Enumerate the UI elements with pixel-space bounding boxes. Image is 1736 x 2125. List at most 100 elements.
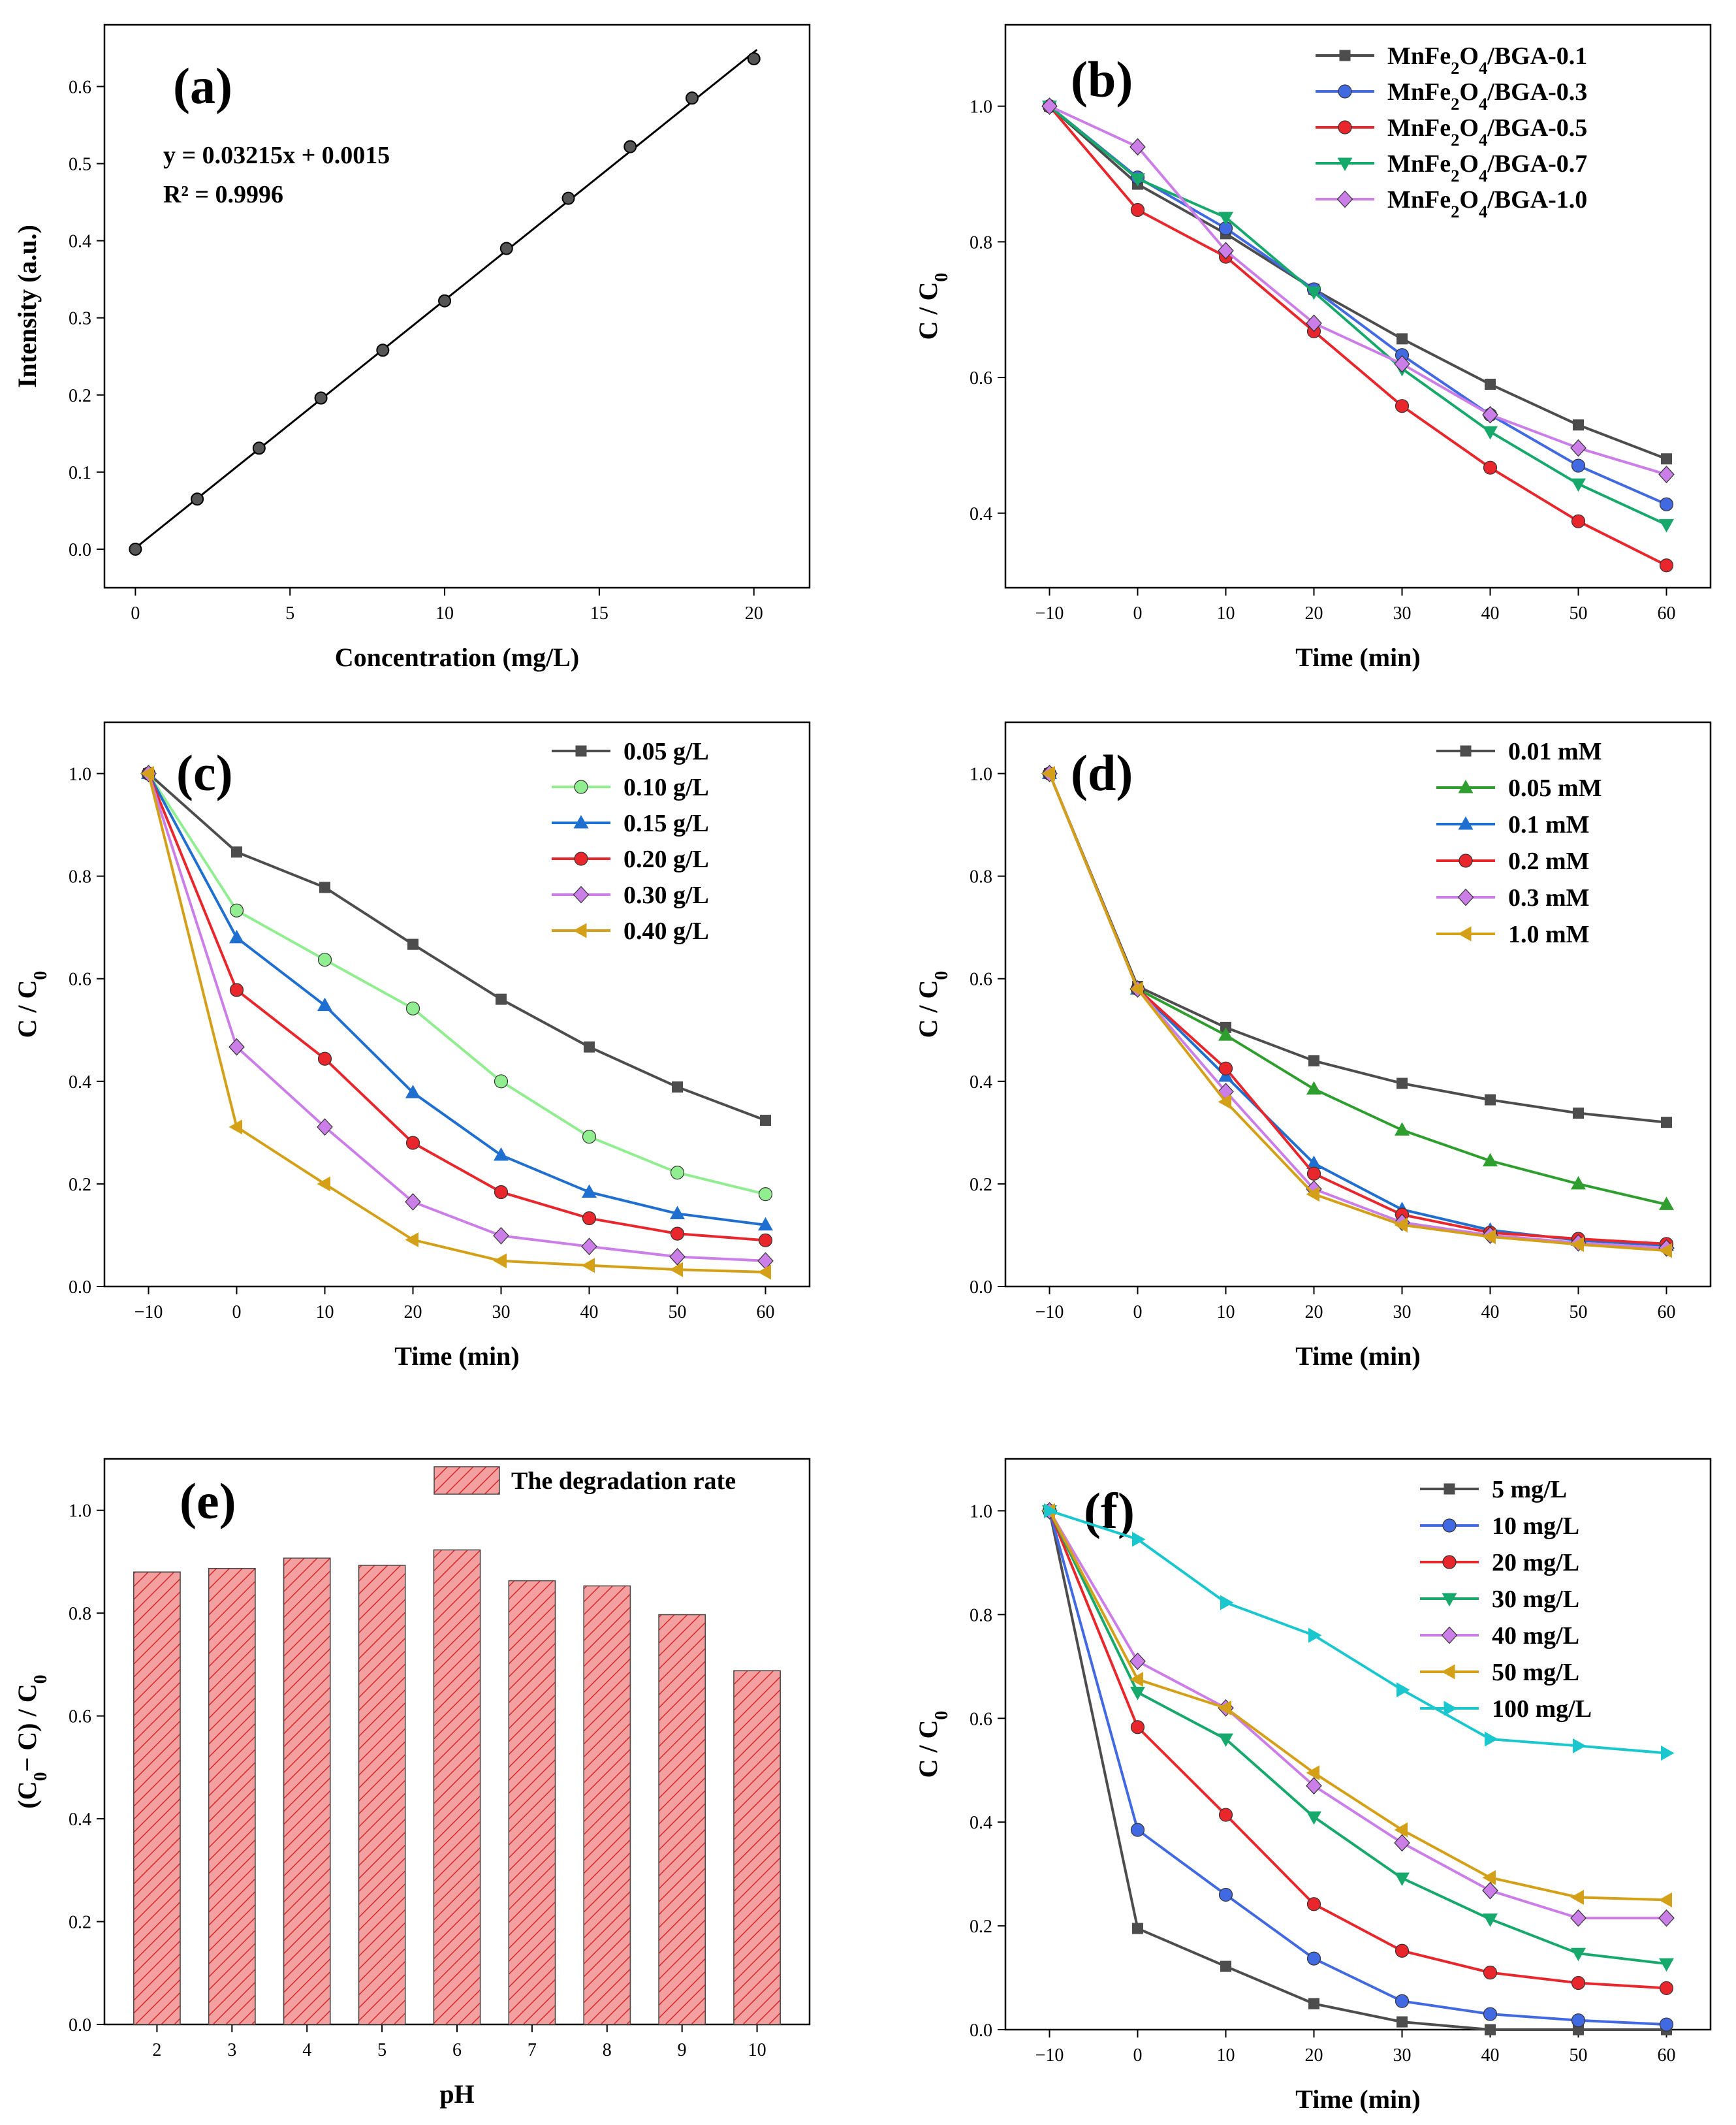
data-point bbox=[1659, 558, 1674, 573]
data-point bbox=[670, 1166, 685, 1180]
x-tick-label: 0 bbox=[1133, 2045, 1143, 2066]
data-point bbox=[1130, 202, 1145, 217]
legend-label: MnFe2O4/BGA-0.7 bbox=[1387, 150, 1587, 185]
data-point bbox=[1482, 1870, 1496, 1885]
legend-marker bbox=[574, 852, 588, 866]
bar-ph-7 bbox=[508, 1580, 556, 2025]
x-tick-label: 15 bbox=[590, 603, 608, 624]
data-point bbox=[669, 1248, 686, 1266]
legend-label: 0.1 mM bbox=[1508, 811, 1590, 839]
data-point bbox=[319, 882, 330, 893]
x-tick-label: 6 bbox=[452, 2040, 462, 2060]
legend-marker bbox=[1442, 1593, 1457, 1606]
data-point bbox=[581, 1238, 597, 1256]
data-point bbox=[1483, 1966, 1498, 1980]
data-point bbox=[1658, 466, 1675, 483]
data-point bbox=[1483, 426, 1498, 440]
legend-label: 0.15 g/L bbox=[623, 810, 709, 837]
x-tick-label: 2 bbox=[152, 2040, 161, 2060]
data-point bbox=[1306, 1765, 1319, 1781]
x-tick-label: −10 bbox=[1035, 1302, 1064, 1322]
legend-marker bbox=[573, 923, 587, 938]
bar-ph-8 bbox=[583, 1585, 631, 2025]
data-point bbox=[1570, 439, 1586, 457]
data-point bbox=[670, 1206, 685, 1219]
legend-marker bbox=[573, 886, 590, 904]
chart-panel-d: 0.0 0.2 0.4 0.6 0.8 1.0 −10 0 10 20 30 40 50 60 Time (… bbox=[913, 721, 1712, 1371]
chart-panel-a: 0.0 0.1 0.2 0.3 0.4 0.5 0.6 0 5 10 15 20 Concentrati… bbox=[12, 24, 811, 672]
data-point bbox=[1397, 1682, 1410, 1698]
series-line bbox=[1048, 773, 1667, 1124]
x-axis-title: pH bbox=[439, 2079, 474, 2109]
series-line bbox=[147, 773, 766, 1242]
data-point bbox=[1129, 1672, 1143, 1687]
data-point bbox=[1659, 497, 1674, 511]
x-tick-label: 60 bbox=[1658, 1302, 1676, 1322]
x-tick-label: 40 bbox=[1481, 1302, 1500, 1322]
legend-label: 10 mg/L bbox=[1492, 1512, 1579, 1540]
data-point bbox=[314, 391, 328, 405]
x-tick-label: 30 bbox=[1393, 1302, 1412, 1322]
legend-label: 0.05 mM bbox=[1508, 775, 1602, 802]
legend-label: 50 mg/L bbox=[1492, 1659, 1579, 1686]
data-point bbox=[1130, 1823, 1145, 1837]
y-tick-label: 1.0 bbox=[970, 1501, 992, 1522]
x-tick-label: 8 bbox=[603, 2040, 612, 2060]
data-point bbox=[317, 1118, 333, 1136]
x-tick-label: 30 bbox=[1393, 2045, 1412, 2066]
legend-marker bbox=[1336, 190, 1353, 208]
legend-label: 0.10 g/L bbox=[623, 774, 709, 801]
data-point bbox=[1573, 419, 1584, 431]
series-50-mg-L bbox=[1041, 1503, 1672, 1908]
data-point bbox=[758, 1217, 773, 1231]
x-tick-label: 0 bbox=[1133, 603, 1143, 624]
data-point bbox=[1218, 1027, 1233, 1041]
legend-marker bbox=[1444, 1701, 1457, 1716]
x-tick-label: 50 bbox=[1570, 1302, 1588, 1322]
series-0-20-g-L bbox=[141, 766, 773, 1247]
data-point bbox=[1658, 1243, 1672, 1258]
x-tick-label: 0 bbox=[232, 1302, 242, 1322]
x-tick-label: 3 bbox=[227, 2040, 236, 2060]
legend-c: 0.05 g/L 0.10 g/L 0.15 g/L 0.20 g/L 0.30 g/L… bbox=[552, 738, 709, 945]
x-tick-label: 10 bbox=[316, 1302, 334, 1322]
data-point bbox=[1571, 1947, 1586, 1962]
bar-ph-9 bbox=[658, 1614, 706, 2025]
data-point bbox=[582, 1184, 597, 1198]
y-axis-title: (C0− C) / C0 bbox=[12, 1674, 51, 1808]
legend-marker bbox=[1444, 1483, 1455, 1495]
plot-frame-c bbox=[103, 721, 811, 1288]
legend-label: MnFe2O4/BGA-0.1 bbox=[1387, 42, 1587, 78]
data-point bbox=[229, 903, 244, 918]
data-point bbox=[584, 1041, 595, 1053]
legend-label: 0.40 g/L bbox=[623, 918, 709, 945]
data-point bbox=[129, 542, 142, 556]
y-axis-title: Intensity (a.u.) bbox=[12, 225, 42, 388]
data-point bbox=[758, 1233, 773, 1247]
x-tick-label: 60 bbox=[757, 1302, 775, 1322]
series-0-05-mM bbox=[1042, 765, 1674, 1210]
data-point bbox=[1218, 1808, 1233, 1822]
y-tick-label: 1.0 bbox=[970, 765, 992, 785]
series-line bbox=[1048, 1510, 1667, 1920]
data-point bbox=[1483, 1913, 1498, 1927]
data-point bbox=[229, 1038, 245, 1056]
data-point bbox=[686, 91, 699, 105]
x-axis-title: Time (min) bbox=[1295, 1341, 1420, 1371]
data-point bbox=[1570, 1889, 1584, 1905]
x-tick-label: −10 bbox=[134, 1302, 163, 1322]
data-point bbox=[405, 1136, 420, 1150]
legend-label: 0.3 mM bbox=[1508, 884, 1590, 912]
series-100-mg-L bbox=[1044, 1503, 1675, 1761]
data-point bbox=[1395, 1122, 1410, 1136]
data-point bbox=[1570, 1909, 1586, 1927]
x-axis-title: Time (min) bbox=[1295, 643, 1420, 672]
data-point bbox=[1658, 1909, 1675, 1927]
data-point bbox=[1571, 2013, 1586, 2028]
series-line bbox=[1048, 773, 1667, 1250]
data-point bbox=[582, 1130, 597, 1144]
x-tick-label: 40 bbox=[1481, 2045, 1500, 2066]
data-point bbox=[1394, 1834, 1410, 1852]
x-tick-label: 9 bbox=[678, 2040, 687, 2060]
